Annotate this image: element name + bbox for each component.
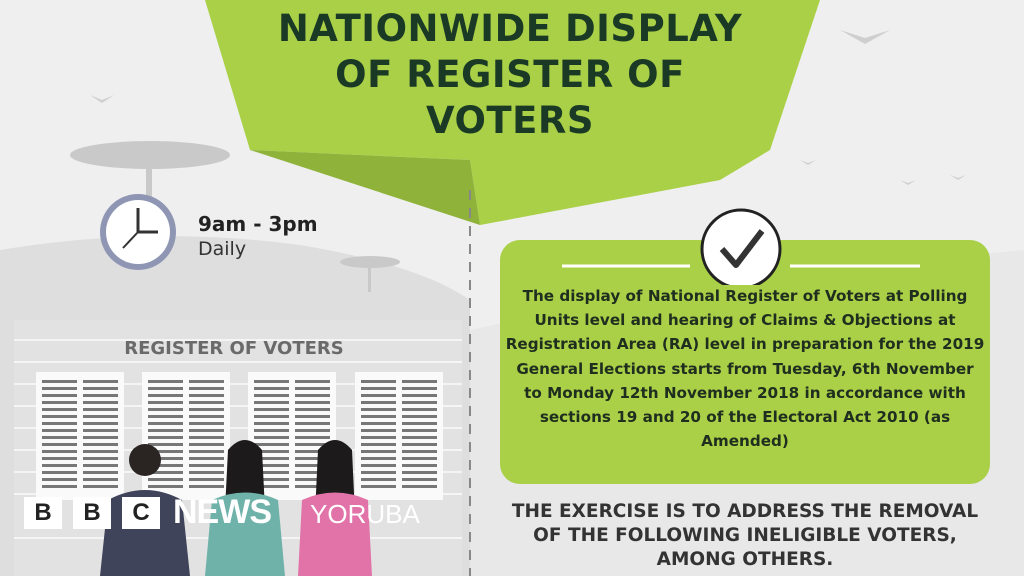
banner-shape xyxy=(205,0,820,225)
bbc-logo-c: C xyxy=(122,497,160,529)
register-sheet xyxy=(36,372,124,500)
frequency-text: Daily xyxy=(198,238,247,260)
people-illustration xyxy=(100,440,372,576)
banner-title-line: VOTERS xyxy=(425,99,595,142)
bbc-news-label: NEWS xyxy=(173,493,272,531)
bbc-logo-b2: B xyxy=(73,497,111,529)
register-sheet xyxy=(355,372,443,500)
clock-icon xyxy=(100,194,176,270)
register-sheet xyxy=(142,372,230,500)
banner-title-line: OF REGISTER OF xyxy=(335,53,685,96)
bbc-logo-b1: B xyxy=(24,497,62,529)
banner-title-line: NATIONWIDE DISPLAY xyxy=(277,7,743,50)
info-box-decoration xyxy=(562,208,920,285)
bbc-service-label: YORUBA xyxy=(310,499,420,529)
hours-text: 9am - 3pm xyxy=(198,212,318,236)
exercise-heading: THE EXERCISE IS TO ADDRESS THE REMOVAL O… xyxy=(511,501,979,570)
checkmark-icon xyxy=(700,208,782,285)
info-text: The display of National Register of Vote… xyxy=(505,287,985,451)
tree-icon xyxy=(70,141,400,292)
banner-title: NATIONWIDE DISPLAY OF REGISTER OF VOTERS xyxy=(200,6,820,144)
birds-icon xyxy=(90,30,966,185)
register-title: REGISTER OF VOTERS xyxy=(124,338,344,359)
